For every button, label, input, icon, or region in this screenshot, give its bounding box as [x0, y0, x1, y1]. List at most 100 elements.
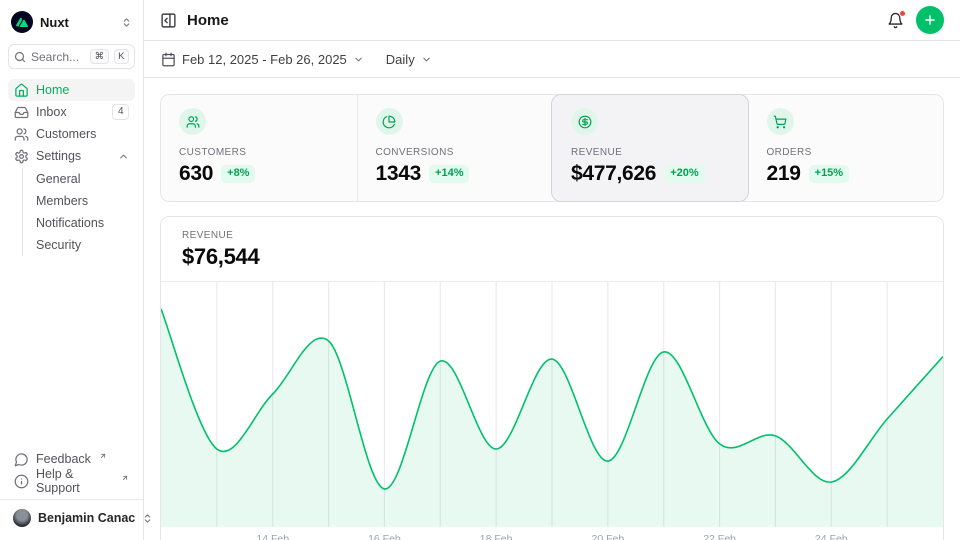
- period-label: Daily: [385, 51, 415, 67]
- sub-item-label: Members: [36, 194, 89, 208]
- x-tick-label: 18 Feb: [479, 533, 513, 540]
- search-icon: [14, 51, 26, 63]
- revenue-area-chart: [161, 282, 943, 527]
- chevron-down-icon: [353, 54, 364, 65]
- date-range-label: Feb 12, 2025 - Feb 26, 2025: [182, 51, 347, 67]
- team-name: Nuxt: [40, 14, 69, 30]
- settings-sub-list: General Members Notifications Security: [22, 168, 135, 256]
- sidebar-item-security[interactable]: Security: [23, 234, 135, 256]
- x-tick-label: 20 Feb: [591, 533, 625, 540]
- sidebar-item-help-support[interactable]: Help & Support: [8, 467, 135, 495]
- chevrons-up-down-icon: [121, 17, 132, 28]
- search-bar[interactable]: ⌘ K: [8, 44, 135, 69]
- sidebar-item-general[interactable]: General: [23, 168, 135, 190]
- stat-customers[interactable]: CUSTOMERS 630 +8%: [161, 95, 357, 201]
- sidebar-spacer: [8, 257, 135, 448]
- date-range-picker[interactable]: Feb 12, 2025 - Feb 26, 2025: [161, 52, 364, 67]
- chevron-up-icon: [118, 151, 129, 162]
- sidebar-item-label: Inbox: [36, 105, 67, 119]
- gear-icon: [14, 149, 29, 164]
- sidebar-item-members[interactable]: Members: [23, 190, 135, 212]
- inbox-icon: [14, 105, 29, 120]
- bell-icon: [888, 12, 903, 28]
- user-menu[interactable]: Benjamin Canac: [8, 506, 151, 530]
- inbox-count-badge: 4: [112, 104, 129, 120]
- user-section: Benjamin Canac: [0, 499, 151, 532]
- period-select[interactable]: Daily: [386, 52, 432, 67]
- sidebar-nav: Home Inbox 4 Customers Settings: [8, 79, 135, 257]
- plus-icon: [925, 15, 935, 25]
- sidebar: Nuxt ⌘ K Home Inb: [0, 0, 151, 540]
- sidebar-item-label: Customers: [36, 127, 97, 141]
- users-icon: [14, 127, 29, 142]
- sidebar-item-label: Feedback: [36, 452, 91, 466]
- sidebar-item-home[interactable]: Home: [8, 79, 135, 101]
- stat-label: CONVERSIONS: [375, 147, 454, 158]
- sub-item-label: Notifications: [36, 216, 105, 230]
- stat-value: $477,626: [571, 162, 657, 185]
- info-circle-icon: [14, 474, 29, 489]
- external-link-icon: [121, 474, 129, 482]
- stat-delta-badge: +8%: [221, 165, 256, 183]
- dashboard-content: CUSTOMERS 630 +8% CONVERSIONS 1343 +14%: [144, 78, 960, 540]
- page-title: Home: [187, 11, 229, 29]
- sidebar-item-inbox[interactable]: Inbox 4: [8, 101, 135, 123]
- users-icon: [179, 108, 206, 135]
- sidebar-item-feedback[interactable]: Feedback: [8, 448, 135, 470]
- x-axis-labels: 14 Feb 16 Feb 18 Feb 20 Feb 22 Feb 24 Feb: [161, 527, 943, 540]
- user-avatar: [13, 509, 31, 527]
- cart-icon: [766, 108, 794, 135]
- top-bar-actions: [887, 6, 944, 34]
- collapse-sidebar-button[interactable]: [160, 12, 177, 29]
- stats-row: CUSTOMERS 630 +8% CONVERSIONS 1343 +14%: [160, 94, 944, 202]
- sidebar-item-label: Settings: [36, 149, 82, 163]
- dollar-circle-icon: [571, 108, 598, 135]
- x-tick-label: 16 Feb: [368, 533, 401, 540]
- notifications-button[interactable]: [887, 9, 906, 29]
- pie-chart-icon: [375, 108, 403, 135]
- x-tick-label: 22 Feb: [703, 533, 736, 540]
- external-link-icon: [99, 452, 107, 460]
- stat-label: REVENUE: [571, 147, 623, 158]
- sub-item-label: Security: [36, 238, 82, 252]
- stat-delta-badge: +14%: [429, 165, 470, 183]
- stat-delta-badge: +15%: [808, 165, 850, 183]
- revenue-chart-card: REVENUE $76,544 14 Feb 16 Feb 18 Feb 20 Feb…: [160, 216, 944, 540]
- chart-metric-value: $76,544: [182, 244, 260, 269]
- stat-conversions[interactable]: CONVERSIONS 1343 +14%: [356, 95, 553, 201]
- notification-dot: [899, 9, 906, 17]
- home-icon: [14, 83, 29, 98]
- chart-metric-label: REVENUE: [182, 230, 234, 241]
- chat-bubble-icon: [14, 452, 29, 467]
- sidebar-item-notifications[interactable]: Notifications: [23, 212, 135, 234]
- calendar-icon: [161, 52, 176, 67]
- main-panel: Home Feb 12, 2025 - Feb 26, 2025: [144, 0, 960, 540]
- stat-label: ORDERS: [766, 147, 812, 158]
- stat-value: 219: [766, 162, 801, 185]
- sub-item-label: General: [36, 172, 81, 186]
- add-button[interactable]: [916, 6, 944, 34]
- stat-label: CUSTOMERS: [179, 147, 247, 158]
- stat-value: 630: [179, 162, 214, 185]
- stat-revenue[interactable]: REVENUE $477,626 +20%: [552, 95, 748, 201]
- kbd-k: K: [113, 48, 129, 65]
- sidebar-item-settings[interactable]: Settings: [8, 145, 135, 167]
- sidebar-item-label: Help & Support: [36, 467, 80, 495]
- filter-toolbar: Feb 12, 2025 - Feb 26, 2025 Daily: [144, 41, 960, 78]
- search-input[interactable]: [31, 49, 86, 64]
- sidebar-item-customers[interactable]: Customers: [8, 123, 135, 145]
- sidebar-item-label: Home: [36, 83, 70, 97]
- chevrons-up-down-icon: [142, 513, 153, 524]
- nuxt-logo-icon: [11, 11, 33, 33]
- stat-delta-badge: +20%: [664, 165, 705, 183]
- x-tick-label: 24 Feb: [814, 533, 848, 540]
- top-bar: Home: [144, 0, 960, 41]
- chart-plot-area: [161, 282, 943, 527]
- kbd-cmd: ⌘: [90, 48, 109, 65]
- stat-orders[interactable]: ORDERS 219 +15%: [748, 95, 944, 201]
- chevron-down-icon: [421, 54, 432, 65]
- chart-header: REVENUE $76,544: [161, 217, 943, 282]
- team-switcher[interactable]: Nuxt: [8, 9, 135, 35]
- user-name: Benjamin Canac: [38, 511, 136, 525]
